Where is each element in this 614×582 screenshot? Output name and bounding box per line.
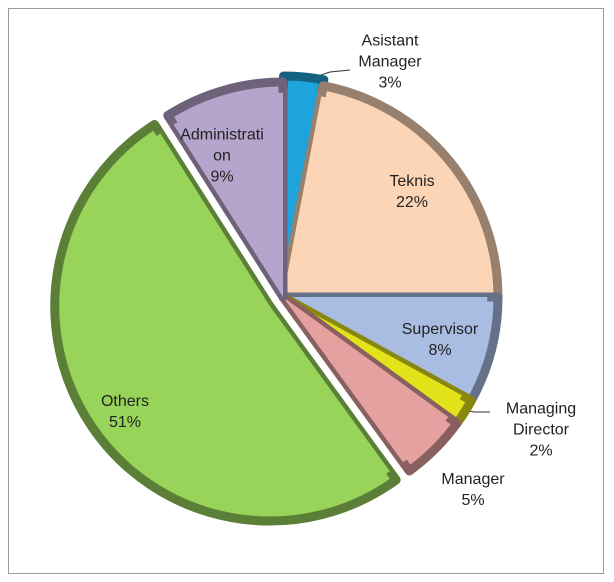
slice-label: Supervisor 8% xyxy=(390,319,490,361)
slice-label: Managing Director 2% xyxy=(491,399,591,462)
category-name: Manager xyxy=(441,471,505,488)
value-label: 9% xyxy=(210,168,234,186)
pie-slice-face xyxy=(173,92,283,298)
category-name: Supervisor xyxy=(401,321,479,338)
value-label: 51% xyxy=(108,414,142,431)
slice-label: Teknis 22% xyxy=(372,171,452,213)
value-label: 3% xyxy=(378,74,402,92)
pie-slice-face xyxy=(65,133,390,511)
pie-slice-face xyxy=(283,96,488,297)
category-name: Teknis xyxy=(389,173,435,190)
slice-label: Asistant Manager 3% xyxy=(345,31,435,94)
pie-slice-face xyxy=(283,297,449,463)
category-name: Managing Director xyxy=(505,400,577,439)
value-label: 8% xyxy=(428,342,452,359)
category-name: Asistant Manager xyxy=(358,32,422,71)
slice-label: Administration 9% xyxy=(176,125,268,188)
category-name: Administration xyxy=(180,126,264,165)
value-label: 22% xyxy=(395,194,429,211)
value-label: 5% xyxy=(461,492,485,509)
category-name: Others xyxy=(100,393,149,410)
slice-label: Manager 5% xyxy=(428,469,518,511)
chart-frame xyxy=(8,8,604,574)
value-label: 2% xyxy=(529,442,553,460)
slice-label: Others 51% xyxy=(85,391,165,433)
